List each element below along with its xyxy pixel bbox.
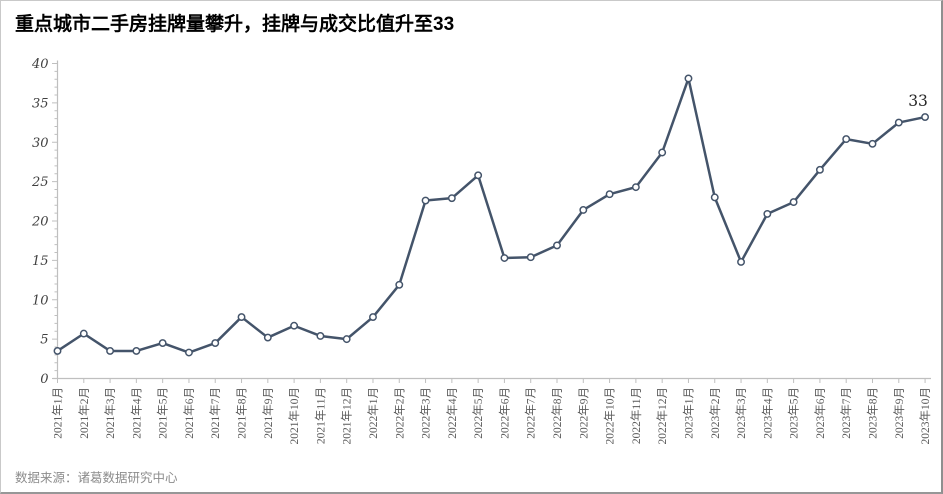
x-axis-label: 2021年10月 [287, 387, 301, 445]
data-point-marker [132, 346, 141, 355]
x-axis-label: 2021年8月 [235, 387, 249, 439]
data-point-marker [290, 321, 299, 330]
x-axis-label: 2021年4月 [129, 387, 143, 439]
x-axis-label: 2021年12月 [340, 387, 354, 445]
data-point-marker [894, 118, 903, 127]
x-axis-label: 2023年3月 [734, 387, 748, 439]
data-point-marker [868, 139, 877, 148]
x-axis-label: 2023年5月 [787, 387, 801, 439]
x-axis-label: 2021年1月 [51, 387, 65, 439]
x-axis-label: 2023年10月 [918, 387, 932, 445]
data-point-marker [842, 135, 851, 144]
x-axis-label: 2023年1月 [681, 387, 695, 439]
x-axis-label: 2022年1月 [366, 387, 380, 439]
data-point-marker [579, 206, 588, 214]
y-axis-label: 35 [32, 96, 49, 111]
data-point-marker [369, 313, 377, 322]
x-axis-label: 2021年2月 [77, 387, 91, 439]
data-point-marker [737, 258, 745, 266]
data-point-marker [763, 209, 772, 218]
data-point-marker [658, 148, 667, 157]
y-axis-label: 15 [32, 254, 49, 269]
x-axis-label: 2021年9月 [261, 387, 275, 439]
data-point-marker [605, 190, 614, 199]
data-point-marker [789, 198, 798, 207]
data-point-marker [237, 313, 246, 322]
data-point-marker [526, 253, 535, 262]
x-axis-label: 2022年6月 [497, 387, 511, 439]
x-axis-label: 2023年7月 [839, 387, 853, 439]
ratio-series-line [56, 77, 927, 354]
y-axis-label: 25 [31, 175, 49, 190]
y-axis-label: 10 [32, 293, 49, 308]
x-axis-label: 2023年9月 [892, 387, 906, 439]
x-axis-label: 2022年2月 [392, 387, 406, 439]
data-point-marker [263, 333, 272, 342]
y-axis-label: 30 [32, 136, 49, 151]
x-axis-label: 2021年3月 [103, 387, 117, 439]
data-point-marker [211, 339, 220, 348]
x-axis-label: 2022年5月 [471, 387, 485, 439]
data-point-marker [53, 346, 62, 355]
x-axis-label: 2021年7月 [208, 387, 222, 439]
x-axis-label: 2022年9月 [576, 387, 590, 439]
data-source-label: 数据来源：诸葛数据研究中心 [15, 471, 178, 485]
x-axis-label: 2022年10月 [603, 387, 617, 445]
y-axis-label: 40 [31, 57, 49, 72]
data-point-marker [447, 194, 456, 203]
data-point-marker [185, 348, 193, 357]
x-axis-label: 2023年4月 [760, 387, 774, 439]
x-axis-label: 2023年6月 [813, 387, 827, 439]
data-point-marker [79, 329, 88, 338]
x-axis-label: 2022年12月 [655, 387, 669, 445]
x-axis-label: 2021年11月 [313, 387, 327, 444]
data-point-marker [316, 332, 325, 340]
x-axis-label: 2022年3月 [419, 387, 433, 439]
data-point-marker [553, 241, 561, 250]
data-point-marker [500, 254, 509, 262]
x-axis-label: 2022年4月 [445, 387, 459, 439]
data-point-marker [815, 165, 824, 174]
x-axis-label: 2021年6月 [182, 387, 196, 439]
data-point-marker [421, 196, 430, 205]
x-axis-label: 2022年8月 [550, 387, 564, 439]
data-point-marker [106, 346, 115, 355]
y-axis-label: 5 [40, 333, 48, 348]
x-axis-label: 2023年2月 [708, 387, 722, 439]
data-point-marker [342, 335, 351, 344]
data-point-marker [631, 183, 640, 192]
data-point-marker [474, 171, 483, 180]
chart-title: 重点城市二手房挂牌量攀升，挂牌与成交比值升至33 [15, 14, 455, 35]
y-axis-label: 0 [40, 372, 48, 387]
data-point-marker [158, 339, 167, 348]
x-axis-label: 2021年5月 [156, 387, 170, 439]
data-point-marker [684, 74, 693, 83]
x-axis-label: 2022年7月 [524, 387, 538, 439]
x-axis-label: 2022年11月 [629, 387, 643, 444]
data-point-marker [921, 113, 930, 122]
data-point-marker [395, 280, 404, 289]
data-point-marker [710, 193, 719, 202]
y-axis-label: 20 [31, 215, 49, 230]
last-point-value-label: 33 [908, 92, 928, 110]
x-axis-label: 2023年8月 [865, 387, 879, 439]
